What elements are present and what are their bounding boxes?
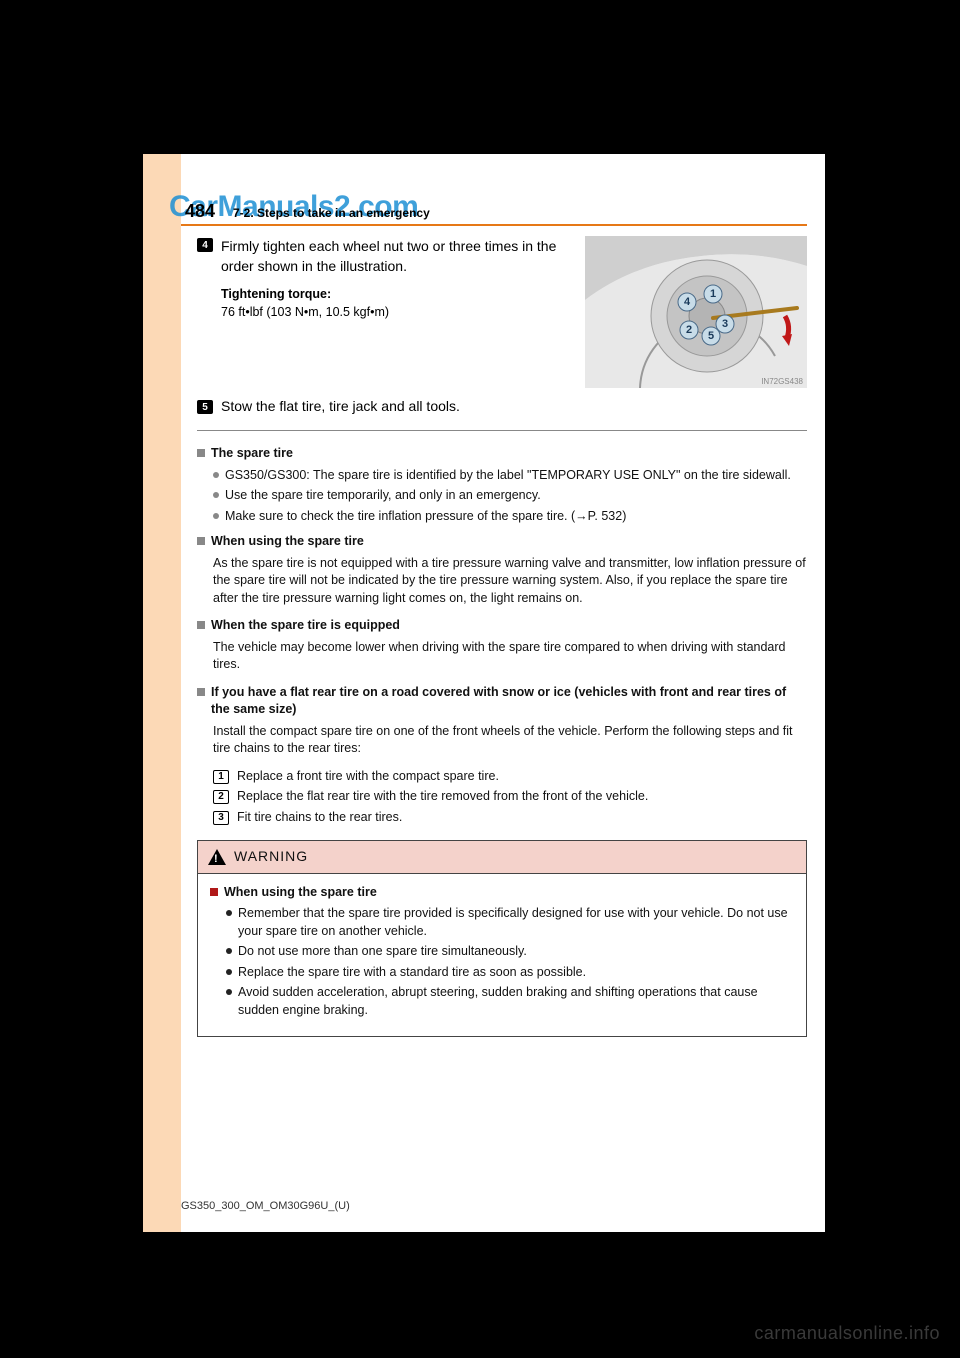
step-badge-3: 3 — [213, 811, 229, 825]
step-5-row: 5 Stow the flat tire, tire jack and all … — [197, 398, 807, 414]
spare-tire-item-2: Use the spare tire temporarily, and only… — [213, 487, 807, 505]
warning-icon: ! — [208, 849, 226, 865]
flat-rear-heading: If you have a flat rear tire on a road c… — [197, 684, 807, 719]
site-watermark: carmanualsonline.info — [754, 1323, 940, 1344]
lug-2-label: 2 — [686, 324, 692, 336]
spare-tire-item-3: Make sure to check the tire inflation pr… — [213, 508, 807, 526]
figure-ref: IN72GS438 — [761, 377, 803, 386]
flat-rear-step-1: 1 Replace a front tire with the compact s… — [213, 768, 807, 786]
warning-item-2: Do not use more than one spare tire simu… — [226, 943, 794, 961]
warning-item-3-text: Replace the spare tire with a standard t… — [238, 964, 586, 982]
square-marker-icon — [197, 621, 205, 629]
flat-rear-step-3: 3 Fit tire chains to the rear tires. — [213, 809, 807, 827]
step-4-badge: 4 — [197, 238, 213, 252]
square-marker-icon — [197, 449, 205, 457]
bullet-icon — [213, 513, 219, 519]
torque-label: Tightening torque: — [221, 285, 575, 303]
warning-subheading: When using the spare tire — [210, 884, 794, 902]
equipped-para: The vehicle may become lower when drivin… — [213, 639, 807, 674]
step-4-text: Firmly tighten each wheel nut two or thr… — [221, 236, 575, 321]
equipped-heading: When the spare tire is equipped — [197, 617, 807, 635]
warning-header: ! WARNING — [198, 841, 806, 874]
lug-3-label: 3 — [722, 318, 728, 330]
lug-4-label: 4 — [684, 296, 691, 308]
torque-value: 76 ft•lbf (103 N•m, 10.5 kgf•m) — [221, 303, 575, 321]
wheel-svg: 1 2 3 4 5 — [585, 236, 807, 388]
warning-item-4-text: Avoid sudden acceleration, abrupt steeri… — [238, 984, 794, 1019]
flat-rear-heading-text: If you have a flat rear tire on a road c… — [211, 684, 807, 719]
flat-rear-para: Install the compact spare tire on one of… — [213, 723, 807, 758]
equipped-heading-text: When the spare tire is equipped — [211, 617, 400, 635]
spare-tire-heading-text: The spare tire — [211, 445, 293, 463]
bullet-icon — [213, 492, 219, 498]
lug-1-label: 1 — [710, 288, 716, 300]
lug-4: 4 — [678, 293, 696, 311]
lug-5-label: 5 — [708, 330, 714, 342]
bullet-icon — [226, 910, 232, 916]
warning-body: When using the spare tire Remember that … — [198, 874, 806, 1037]
using-spare-heading: When using the spare tire — [197, 533, 807, 551]
step-5-text: Stow the flat tire, tire jack and all to… — [221, 398, 460, 414]
warning-box: ! WARNING When using the spare tire Reme… — [197, 840, 807, 1037]
spare-tire-item-1-text: GS350/GS300: The spare tire is identifie… — [225, 467, 791, 485]
using-spare-heading-text: When using the spare tire — [211, 533, 364, 551]
spare-tire-item-1: GS350/GS300: The spare tire is identifie… — [213, 467, 807, 485]
using-spare-para: As the spare tire is not equipped with a… — [213, 555, 807, 608]
warning-item-4: Avoid sudden acceleration, abrupt steeri… — [226, 984, 794, 1019]
spare-tire-item-2-text: Use the spare tire temporarily, and only… — [225, 487, 541, 505]
warning-item-2-text: Do not use more than one spare tire simu… — [238, 943, 527, 961]
lug-1: 1 — [704, 285, 722, 303]
bullet-icon — [226, 969, 232, 975]
step-badge-1: 1 — [213, 770, 229, 784]
warning-item-1: Remember that the spare tire provided is… — [226, 905, 794, 940]
warning-subheading-text: When using the spare tire — [224, 884, 377, 902]
lug-3: 3 — [716, 315, 734, 333]
divider — [197, 430, 807, 431]
warning-item-1-text: Remember that the spare tire provided is… — [238, 905, 794, 940]
flat-rear-step-2: 2 Replace the flat rear tire with the tir… — [213, 788, 807, 806]
flat-rear-step-1-text: Replace a front tire with the compact sp… — [237, 768, 499, 786]
square-marker-icon — [197, 537, 205, 545]
wheel-figure: 1 2 3 4 5 IN72GS438 — [585, 236, 807, 388]
bullet-icon — [213, 472, 219, 478]
lug-5: 5 — [702, 327, 720, 345]
square-marker-icon — [197, 688, 205, 696]
spare-tire-item-3-text: Make sure to check the tire inflation pr… — [225, 508, 626, 526]
page-number: 484 — [185, 201, 215, 222]
step-badge-2: 2 — [213, 790, 229, 804]
step-5-badge: 5 — [197, 400, 213, 414]
flat-rear-step-2-text: Replace the flat rear tire with the tire… — [237, 788, 648, 806]
warning-item-3: Replace the spare tire with a standard t… — [226, 964, 794, 982]
left-margin-tab — [143, 154, 181, 1232]
step-4-block: 4 Firmly tighten each wheel nut two or t… — [197, 236, 807, 388]
bullet-icon — [226, 989, 232, 995]
step-4-row: 4 Firmly tighten each wheel nut two or t… — [197, 236, 575, 321]
spare-tire-heading: The spare tire — [197, 445, 807, 463]
manual-page: CarManuals2.com 484 7-2. Steps to take i… — [143, 154, 825, 1232]
warning-icon-bang: ! — [214, 852, 219, 867]
section-title: 7-2. Steps to take in an emergency — [233, 206, 430, 220]
footer-doc-code: GS350_300_OM_OM30G96U_(U) — [181, 1200, 350, 1212]
square-marker-red-icon — [210, 888, 218, 896]
lug-2: 2 — [680, 321, 698, 339]
bullet-icon — [226, 948, 232, 954]
notes-block: The spare tire GS350/GS300: The spare ti… — [197, 445, 807, 1037]
warning-title: WARNING — [234, 847, 308, 867]
header-rule — [181, 224, 807, 226]
flat-rear-step-3-text: Fit tire chains to the rear tires. — [237, 809, 402, 827]
step-4-instruction: Firmly tighten each wheel nut two or thr… — [221, 236, 575, 277]
page-content: 4 Firmly tighten each wheel nut two or t… — [197, 236, 807, 1037]
